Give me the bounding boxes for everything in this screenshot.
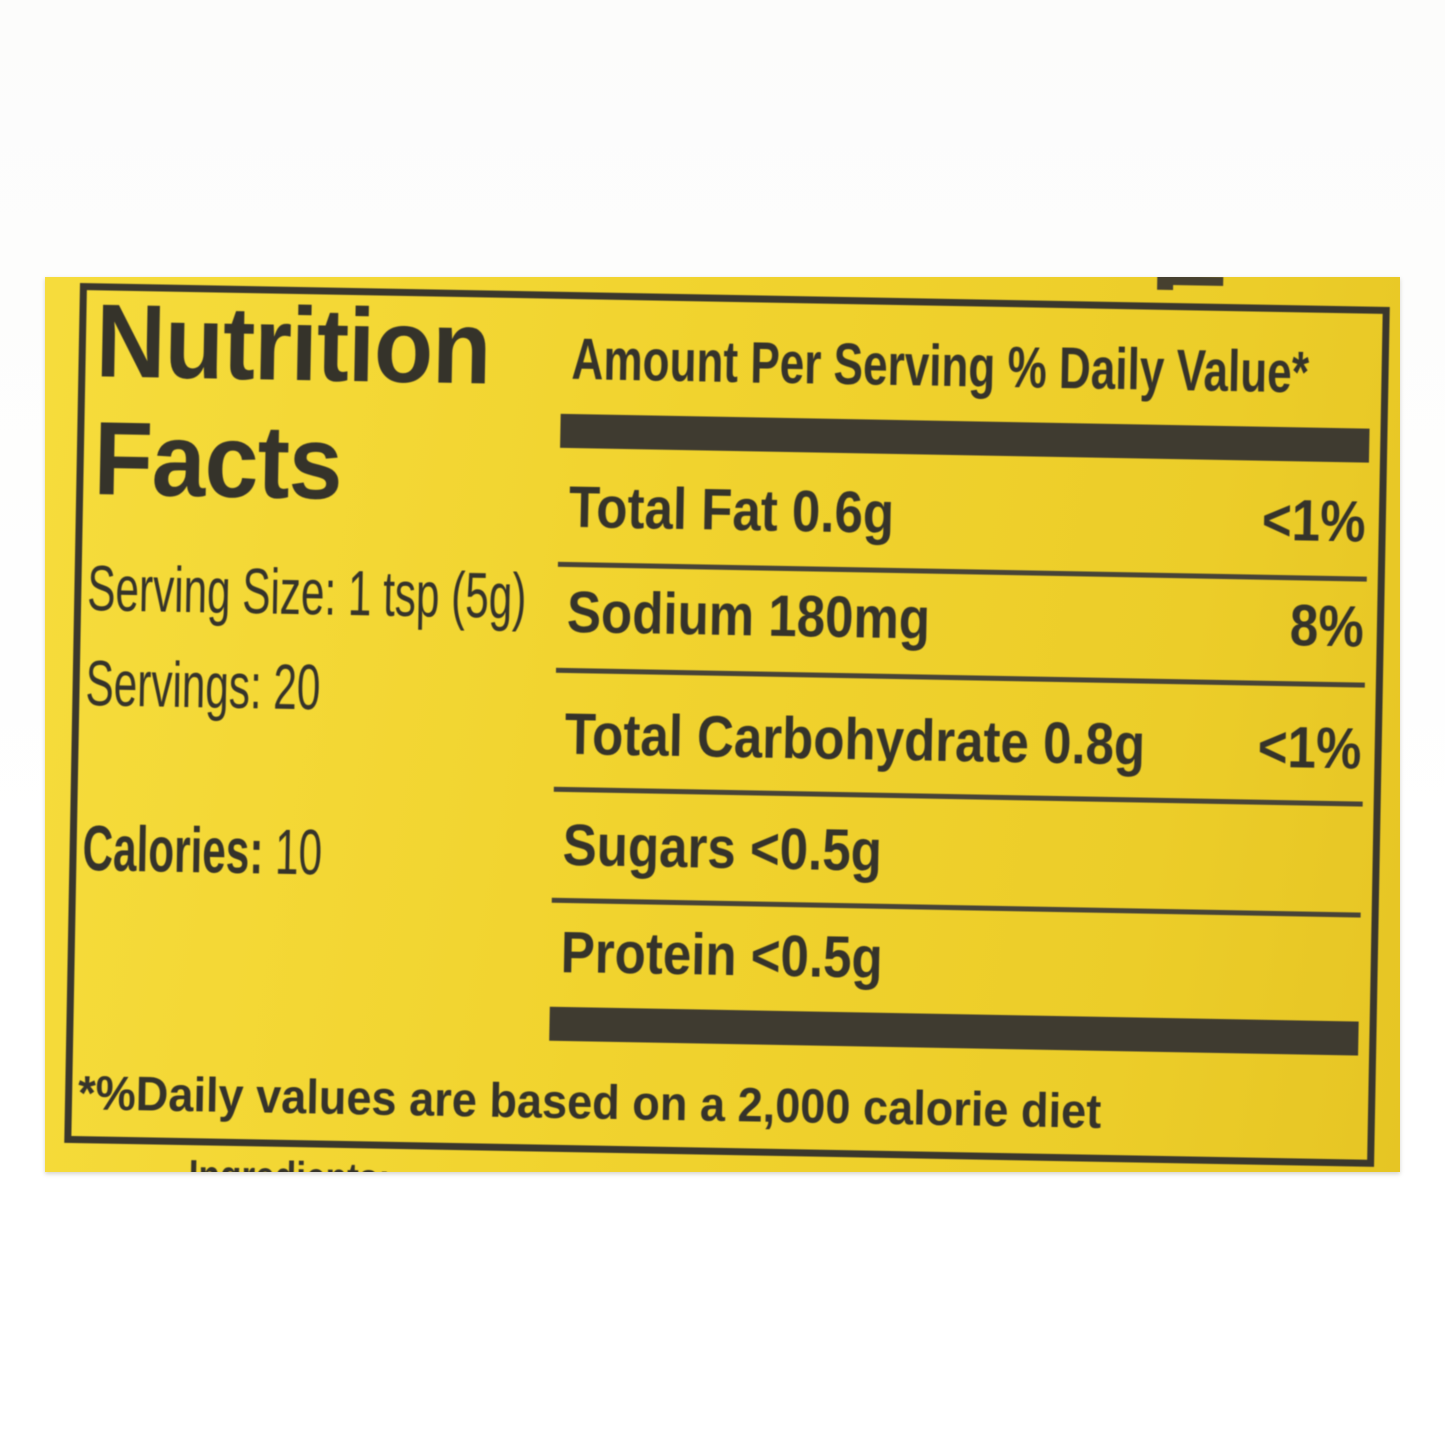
- nutrient-name: Total Fat 0.6g: [568, 475, 895, 546]
- nutrient-row-total-fat: Total Fat 0.6g <1%: [568, 474, 1366, 559]
- servings-text: Servings: 20: [85, 647, 322, 724]
- print-artifact-nub: [1157, 277, 1174, 291]
- nutrient-row-total-carbohydrate: Total Carbohydrate 0.8g <1%: [564, 701, 1362, 786]
- nutrient-name: Sugars <0.5g: [562, 812, 883, 884]
- nutrient-name: Sodium 180mg: [566, 579, 931, 652]
- calories-label: Calories:: [81, 812, 265, 888]
- serving-size-text: Serving Size: 1 tsp (5g): [86, 552, 528, 633]
- nutrient-row-protein: Protein <0.5g: [560, 919, 1358, 1004]
- amount-per-serving-header: Amount Per Serving % Daily Value*: [571, 327, 1310, 406]
- nutrient-row-sodium: Sodium 180mg 8%: [566, 579, 1364, 664]
- calories-value: 10: [274, 815, 323, 889]
- nutrient-name: Protein <0.5g: [560, 919, 884, 991]
- nutrition-label-paper: Nutrition Facts Serving Size: 1 tsp (5g)…: [45, 277, 1400, 1172]
- nutrient-row-sugars: Sugars <0.5g: [562, 812, 1360, 897]
- label-title-line2: Facts: [92, 401, 343, 522]
- nutrient-name: Total Carbohydrate 0.8g: [564, 701, 1146, 778]
- nutrient-daily-value: 8%: [1289, 593, 1365, 660]
- nutrient-daily-value: <1%: [1261, 487, 1367, 555]
- calories-line: Calories: 10: [82, 811, 323, 889]
- cutoff-ingredients-text: Ingredients:: [188, 1151, 390, 1172]
- printed-label-content: Nutrition Facts Serving Size: 1 tsp (5g)…: [45, 277, 1400, 1172]
- label-title-line1: Nutrition: [94, 283, 492, 407]
- nutrient-daily-value: <1%: [1257, 714, 1363, 782]
